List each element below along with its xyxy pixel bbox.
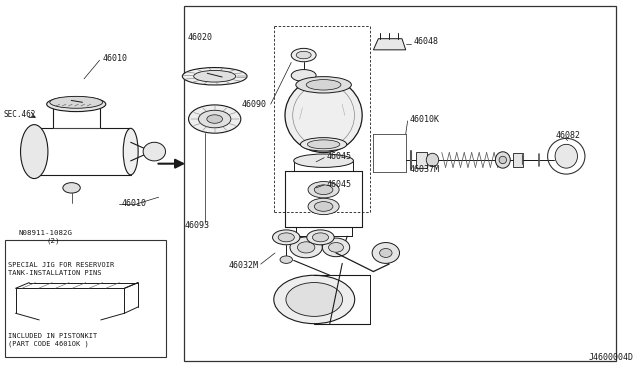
Text: 46010: 46010	[122, 199, 147, 208]
Text: SPECIAL JIG FOR RESERVOIR: SPECIAL JIG FOR RESERVOIR	[8, 262, 115, 268]
Ellipse shape	[182, 68, 247, 85]
Text: 46090: 46090	[241, 100, 266, 109]
Ellipse shape	[308, 182, 339, 198]
Text: (PART CODE 4601OK ): (PART CODE 4601OK )	[8, 340, 89, 347]
Text: 46082: 46082	[556, 131, 580, 140]
Text: 46010: 46010	[102, 54, 127, 63]
Text: (2): (2)	[47, 238, 60, 244]
Text: TANK-INSTALLATION PINS: TANK-INSTALLATION PINS	[8, 270, 102, 276]
Bar	[184, 6, 616, 361]
Ellipse shape	[50, 96, 102, 108]
Ellipse shape	[143, 142, 166, 161]
Ellipse shape	[278, 233, 294, 242]
Ellipse shape	[380, 248, 392, 257]
Text: 46045: 46045	[326, 153, 352, 161]
Ellipse shape	[294, 154, 353, 167]
Text: 46032M: 46032M	[229, 261, 259, 270]
Text: INCLUDED IN PISTONKIT: INCLUDED IN PISTONKIT	[8, 333, 97, 339]
Text: J4600004D: J4600004D	[588, 353, 633, 362]
Ellipse shape	[286, 283, 342, 316]
Ellipse shape	[298, 242, 315, 253]
Ellipse shape	[207, 115, 223, 123]
Ellipse shape	[194, 70, 236, 82]
Text: 46020: 46020	[188, 33, 213, 42]
Ellipse shape	[306, 80, 341, 90]
Text: N08911-1082G: N08911-1082G	[19, 230, 73, 235]
Ellipse shape	[323, 238, 349, 257]
Ellipse shape	[273, 230, 300, 245]
Ellipse shape	[308, 198, 339, 215]
Bar	[416, 152, 427, 168]
Text: 46048: 46048	[414, 37, 439, 46]
Ellipse shape	[314, 185, 333, 195]
Ellipse shape	[198, 110, 231, 128]
Ellipse shape	[296, 51, 311, 59]
Ellipse shape	[307, 140, 340, 149]
Ellipse shape	[372, 243, 399, 263]
Bar	[5, 240, 166, 357]
Ellipse shape	[189, 105, 241, 133]
Ellipse shape	[426, 153, 438, 167]
Ellipse shape	[285, 78, 362, 153]
Ellipse shape	[290, 237, 323, 258]
Ellipse shape	[328, 243, 344, 252]
Ellipse shape	[124, 128, 138, 175]
Text: 46010K: 46010K	[410, 115, 440, 124]
Text: SEC.462: SEC.462	[3, 110, 35, 119]
Ellipse shape	[300, 138, 347, 151]
Ellipse shape	[296, 77, 351, 93]
Ellipse shape	[47, 97, 106, 112]
Text: 46037M: 46037M	[410, 165, 440, 174]
Text: 46045: 46045	[326, 180, 352, 189]
Bar	[513, 153, 523, 167]
Ellipse shape	[291, 70, 316, 81]
Ellipse shape	[555, 144, 577, 168]
Ellipse shape	[63, 183, 80, 193]
Text: 46093: 46093	[184, 221, 209, 230]
Ellipse shape	[495, 152, 510, 168]
Ellipse shape	[280, 256, 292, 263]
Ellipse shape	[20, 125, 48, 179]
Ellipse shape	[499, 156, 506, 164]
Ellipse shape	[274, 275, 355, 324]
Ellipse shape	[312, 233, 328, 242]
Polygon shape	[373, 39, 406, 50]
Ellipse shape	[307, 230, 334, 245]
Ellipse shape	[291, 48, 316, 62]
Ellipse shape	[314, 202, 333, 211]
